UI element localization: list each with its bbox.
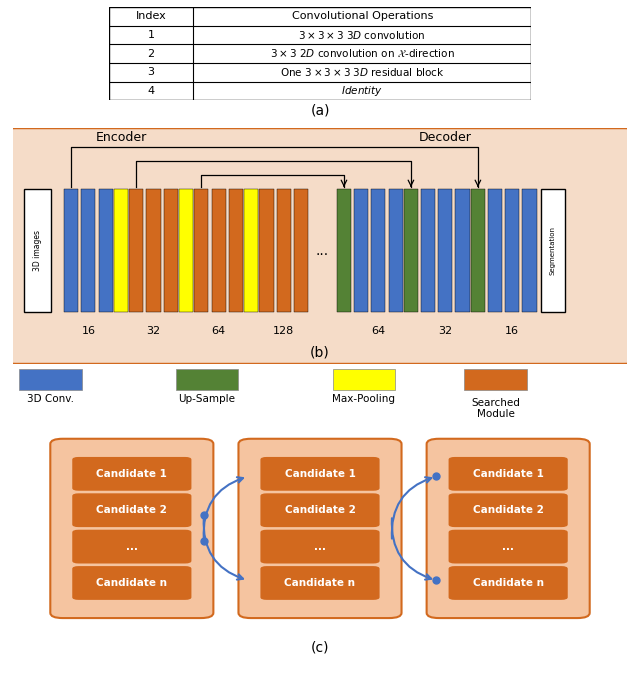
Bar	[464, 369, 527, 389]
FancyBboxPatch shape	[260, 529, 380, 563]
Text: Convolutional Operations: Convolutional Operations	[292, 11, 433, 21]
Text: One $3\times3\times3$ $\mathit{3D}$ residual block: One $3\times3\times3$ $\mathit{3D}$ resi…	[280, 67, 445, 78]
Bar	[471, 189, 485, 312]
FancyBboxPatch shape	[72, 566, 191, 600]
Bar	[371, 189, 385, 312]
Bar	[195, 189, 209, 312]
Bar	[259, 189, 274, 312]
Text: (a): (a)	[310, 104, 330, 118]
Text: Up-Sample: Up-Sample	[179, 394, 236, 404]
Text: 3D Conv.: 3D Conv.	[27, 394, 74, 404]
Text: 2: 2	[147, 49, 155, 59]
Text: (b): (b)	[310, 345, 330, 359]
Text: Index: Index	[136, 11, 166, 21]
Bar	[179, 189, 193, 312]
Bar	[488, 189, 502, 312]
Bar	[404, 189, 418, 312]
Bar	[522, 189, 536, 312]
Text: $\mathit{Identity}$: $\mathit{Identity}$	[341, 84, 383, 98]
Text: Candidate 2: Candidate 2	[473, 505, 543, 515]
FancyBboxPatch shape	[449, 566, 568, 600]
Text: 16: 16	[81, 326, 95, 336]
FancyBboxPatch shape	[427, 439, 589, 618]
Text: 32: 32	[147, 326, 161, 336]
FancyBboxPatch shape	[72, 493, 191, 527]
Text: Candidate 2: Candidate 2	[97, 505, 167, 515]
Bar	[244, 189, 259, 312]
Text: ...: ...	[316, 244, 329, 258]
Text: $3\times3$ $\mathit{2D}$ convolution on $\mathcal{X}$-direction: $3\times3$ $\mathit{2D}$ convolution on …	[270, 48, 454, 60]
Text: Candidate n: Candidate n	[285, 578, 355, 588]
Text: ...: ...	[502, 542, 514, 552]
FancyBboxPatch shape	[449, 493, 568, 527]
FancyBboxPatch shape	[4, 128, 636, 364]
Bar	[164, 189, 178, 312]
Bar	[505, 189, 520, 312]
Bar	[114, 189, 128, 312]
Bar	[276, 189, 291, 312]
Bar	[212, 189, 226, 312]
Bar	[294, 189, 308, 312]
FancyBboxPatch shape	[541, 189, 564, 313]
Bar	[129, 189, 143, 312]
Text: Candidate 1: Candidate 1	[285, 469, 355, 479]
FancyBboxPatch shape	[239, 439, 401, 618]
Text: (c): (c)	[311, 641, 329, 655]
Bar	[438, 189, 452, 312]
Bar	[388, 189, 403, 312]
Bar	[456, 189, 470, 312]
Bar	[333, 369, 396, 389]
Text: $3\times3\times3$ $\mathit{3D}$ convolution: $3\times3\times3$ $\mathit{3D}$ convolut…	[298, 29, 426, 41]
FancyBboxPatch shape	[449, 529, 568, 563]
Text: Searched
Module: Searched Module	[471, 398, 520, 419]
Text: Decoder: Decoder	[419, 131, 472, 144]
Bar	[421, 189, 435, 312]
Text: Candidate 1: Candidate 1	[473, 469, 543, 479]
Text: 3D images: 3D images	[33, 230, 42, 271]
Text: Candidate n: Candidate n	[97, 578, 167, 588]
FancyBboxPatch shape	[260, 566, 380, 600]
Bar	[337, 189, 351, 312]
FancyBboxPatch shape	[24, 189, 51, 313]
Text: 3: 3	[148, 67, 154, 78]
Text: 4: 4	[147, 86, 155, 96]
Text: ...: ...	[126, 542, 138, 552]
Bar	[354, 189, 368, 312]
Bar	[81, 189, 95, 312]
Text: 16: 16	[506, 326, 519, 336]
Text: ...: ...	[314, 542, 326, 552]
Text: Candidate n: Candidate n	[473, 578, 543, 588]
Text: Candidate 2: Candidate 2	[285, 505, 355, 515]
Text: Segmentation: Segmentation	[550, 226, 556, 275]
FancyBboxPatch shape	[51, 439, 213, 618]
Text: 128: 128	[273, 326, 294, 336]
Bar	[64, 189, 78, 312]
FancyBboxPatch shape	[260, 493, 380, 527]
Bar	[147, 189, 161, 312]
Text: 64: 64	[371, 326, 385, 336]
Text: 64: 64	[212, 326, 226, 336]
FancyBboxPatch shape	[72, 457, 191, 491]
Text: Encoder: Encoder	[95, 131, 147, 144]
FancyBboxPatch shape	[449, 457, 568, 491]
Bar	[99, 189, 113, 312]
Text: Candidate 1: Candidate 1	[97, 469, 167, 479]
FancyBboxPatch shape	[72, 529, 191, 563]
Bar	[19, 369, 82, 389]
Text: 1: 1	[148, 30, 154, 40]
Text: Max-Pooling: Max-Pooling	[332, 394, 396, 404]
Bar	[228, 189, 243, 312]
Text: 32: 32	[438, 326, 452, 336]
Bar	[176, 369, 239, 389]
FancyBboxPatch shape	[260, 457, 380, 491]
